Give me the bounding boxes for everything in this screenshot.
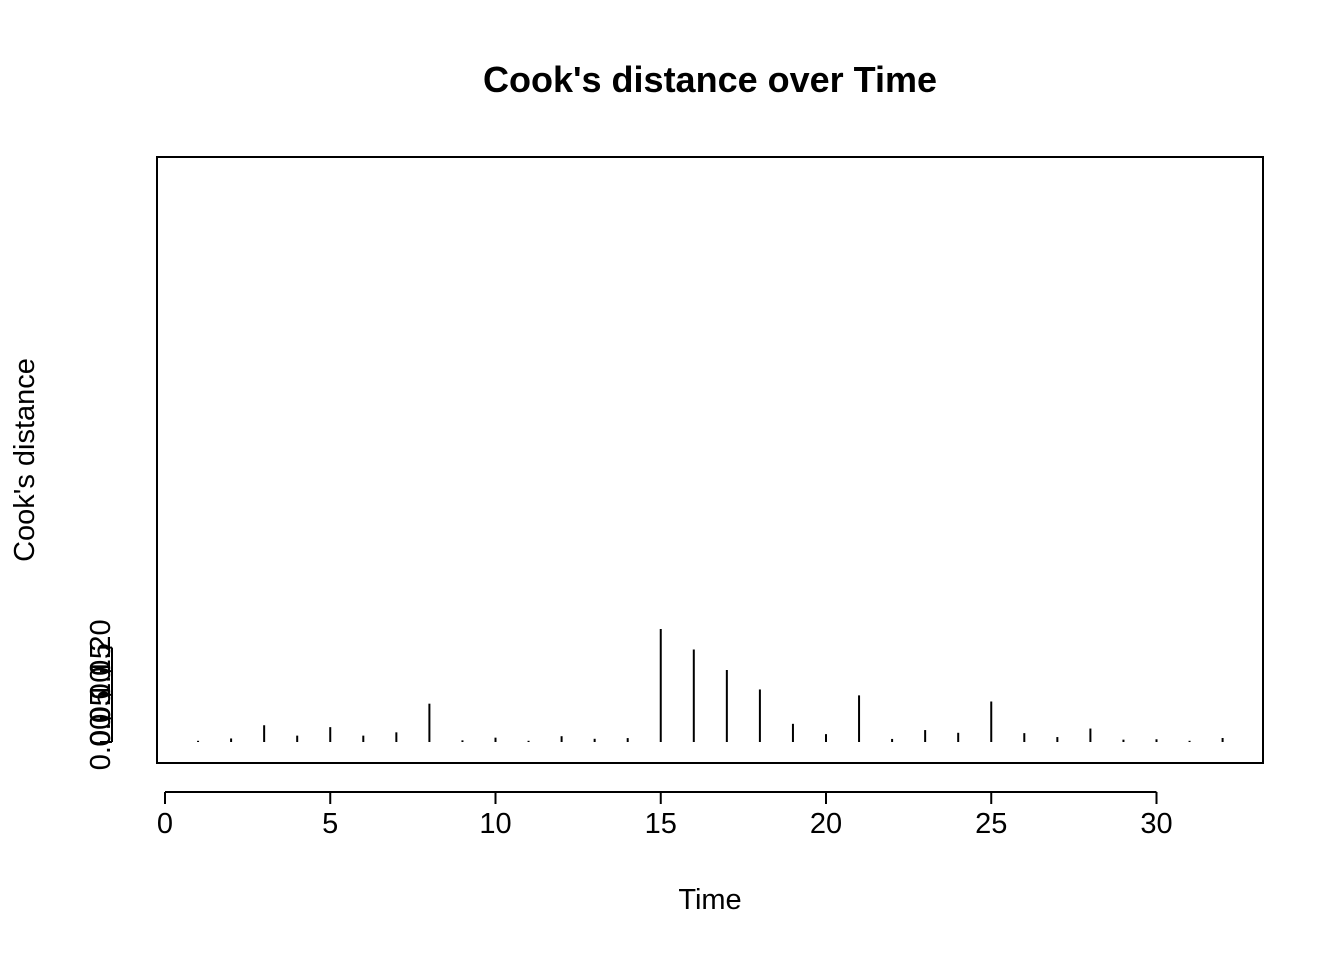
plot-frame — [156, 156, 1264, 764]
y-tick-label: 0.10 — [85, 667, 117, 723]
y-tick-label: 0.15 — [85, 643, 117, 699]
x-tick-label: 25 — [975, 808, 1007, 840]
x-tick-label: 15 — [645, 808, 677, 840]
x-tick-label: 20 — [810, 808, 842, 840]
y-tick-label: 0.20 — [85, 619, 117, 675]
x-tick-label: 10 — [479, 808, 511, 840]
x-axis: 0 5 10 15 20 25 30 — [157, 791, 1173, 840]
data-spikes — [197, 629, 1224, 742]
x-tick-label: 0 — [157, 808, 173, 840]
x-axis-label: Time — [678, 884, 741, 916]
chart-title: Cook's distance over Time — [483, 59, 937, 100]
y-axis: 0.000.050.100.150.20 — [85, 619, 117, 770]
y-tick-label: 0.05 — [85, 690, 117, 746]
y-axis-label: Cook's distance — [9, 358, 41, 562]
y-tick-label: 0.00 — [85, 714, 117, 770]
x-tick-label: 5 — [322, 808, 338, 840]
x-tick-label: 30 — [1140, 808, 1172, 840]
